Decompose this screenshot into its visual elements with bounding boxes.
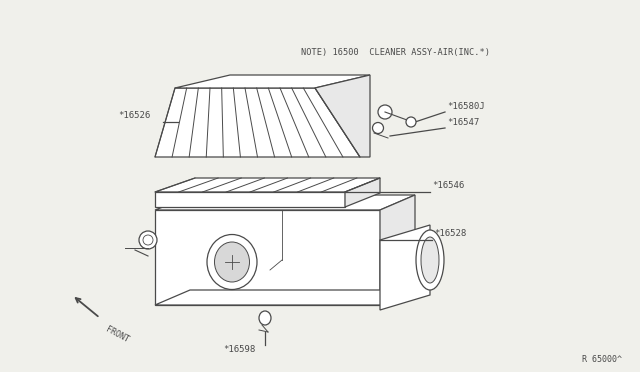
Ellipse shape: [259, 311, 271, 325]
Polygon shape: [345, 178, 380, 207]
Text: FRONT: FRONT: [104, 325, 131, 345]
Ellipse shape: [372, 122, 383, 134]
Text: *16547: *16547: [447, 118, 479, 127]
Ellipse shape: [139, 231, 157, 249]
Ellipse shape: [214, 242, 250, 282]
Polygon shape: [380, 195, 415, 305]
Text: NOTE) 16500  CLEANER ASSY-AIR(INC.*): NOTE) 16500 CLEANER ASSY-AIR(INC.*): [301, 48, 490, 57]
Text: *16546: *16546: [432, 181, 464, 190]
Text: *16580J: *16580J: [447, 102, 484, 111]
Polygon shape: [315, 75, 370, 157]
Polygon shape: [175, 75, 370, 88]
Ellipse shape: [143, 235, 153, 245]
Polygon shape: [155, 192, 345, 207]
Polygon shape: [155, 210, 380, 305]
Polygon shape: [380, 225, 430, 310]
Ellipse shape: [207, 234, 257, 289]
Text: *16528: *16528: [434, 229, 467, 238]
Polygon shape: [155, 178, 380, 192]
Text: R 65000^: R 65000^: [582, 356, 622, 365]
Text: *16526: *16526: [118, 111, 150, 120]
Ellipse shape: [378, 105, 392, 119]
Ellipse shape: [416, 230, 444, 290]
Polygon shape: [155, 290, 415, 305]
Polygon shape: [155, 88, 360, 157]
Ellipse shape: [406, 117, 416, 127]
Ellipse shape: [421, 237, 439, 283]
Text: *16598: *16598: [223, 345, 255, 354]
Polygon shape: [155, 195, 415, 210]
